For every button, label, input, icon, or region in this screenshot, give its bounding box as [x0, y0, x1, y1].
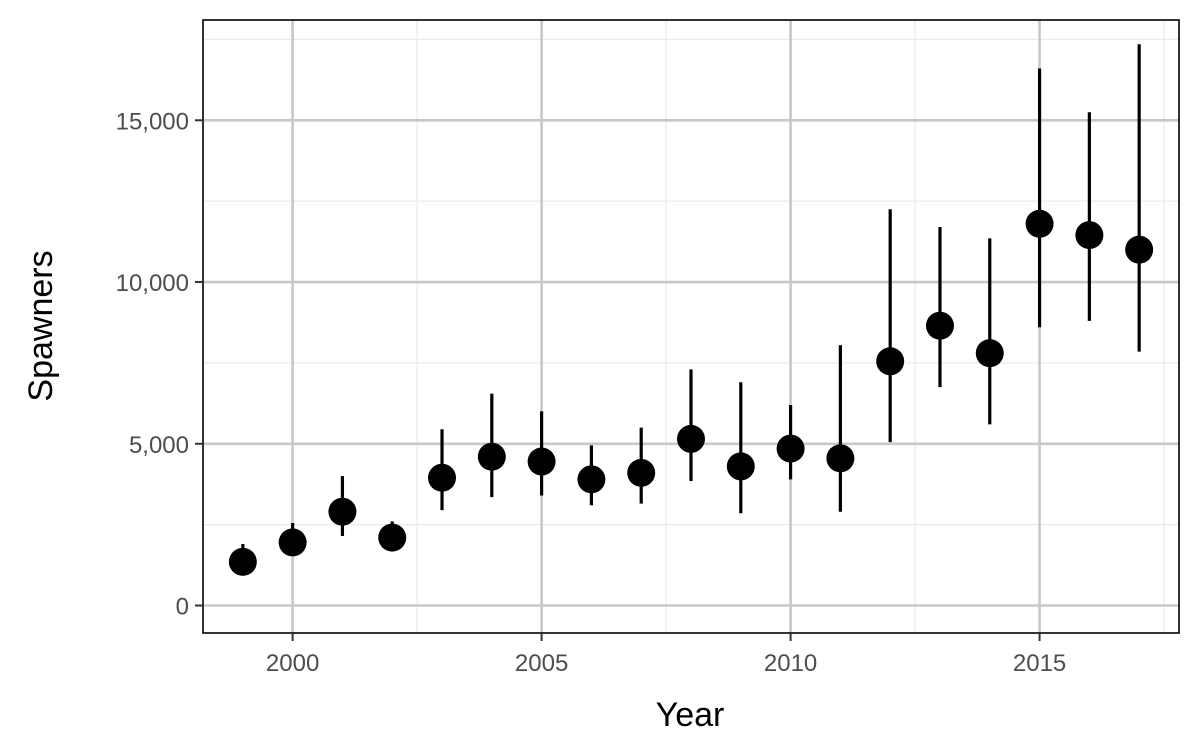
data-point [228, 547, 257, 576]
data-point [627, 458, 656, 487]
data-point [1025, 209, 1054, 238]
y-tick-label: 5,000 [129, 432, 189, 459]
data-point [1075, 221, 1104, 250]
data-points [228, 209, 1154, 576]
data-point [328, 497, 357, 526]
x-tick-label: 2015 [1013, 650, 1066, 677]
data-point [776, 434, 805, 463]
axis-ticks [195, 119, 1041, 641]
minor-gridlines [203, 20, 1179, 633]
data-point [577, 465, 606, 494]
panel-border [202, 19, 1180, 634]
data-point [925, 311, 954, 340]
x-tick-label: 2005 [515, 650, 568, 677]
data-point [527, 447, 556, 476]
x-axis-tick-labels: 2000 2005 2010 2015 [266, 650, 1066, 677]
y-tick-label: 10,000 [116, 270, 189, 297]
data-point [826, 444, 855, 473]
data-point [1125, 235, 1154, 264]
data-point [975, 339, 1004, 368]
data-point [726, 452, 755, 481]
data-point [428, 463, 457, 492]
error-bars [241, 44, 1141, 569]
data-point [278, 528, 307, 557]
x-tick-label: 2000 [266, 650, 319, 677]
data-point [378, 523, 407, 552]
y-axis-title: Spawners [22, 250, 60, 401]
major-gridlines [203, 20, 1179, 633]
data-point [876, 347, 905, 376]
x-axis-title: Year [656, 696, 725, 734]
y-tick-label: 15,000 [116, 108, 189, 135]
data-point [677, 424, 705, 453]
y-axis-tick-labels: 0 5,000 10,000 15,000 [116, 108, 189, 620]
y-tick-label: 0 [176, 594, 189, 621]
data-point [477, 442, 506, 471]
x-tick-label: 2010 [764, 650, 817, 677]
